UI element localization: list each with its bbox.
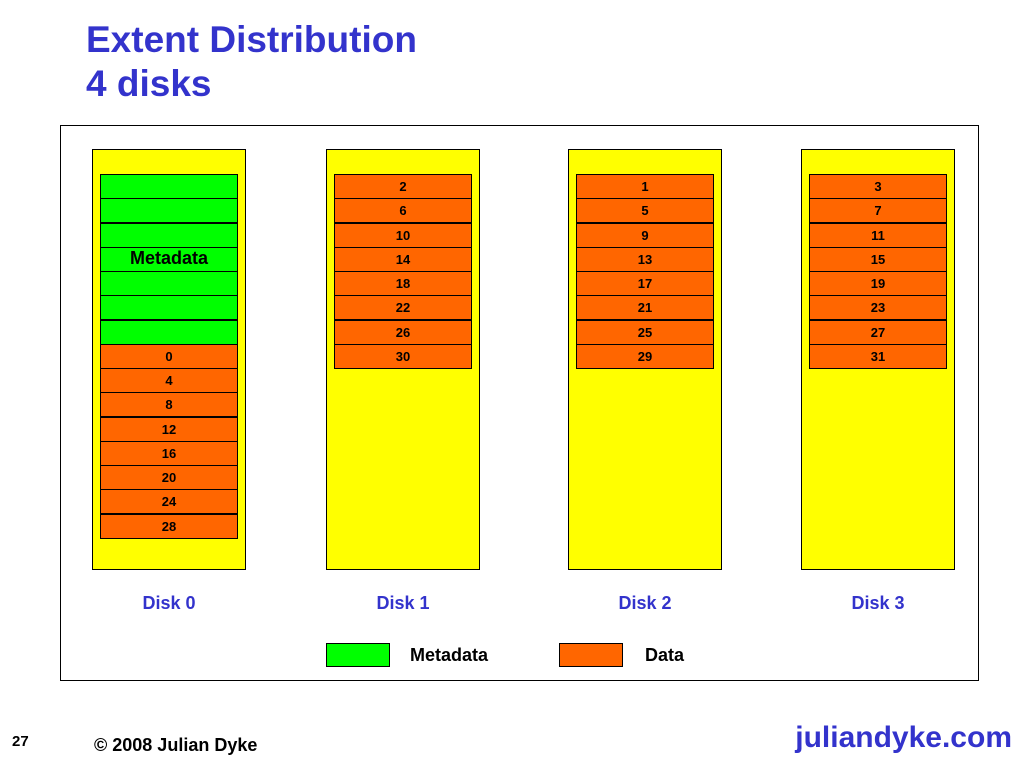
data-extent: 15 [809,246,947,272]
data-extent: 31 [809,343,947,369]
legend-metadata-label: Metadata [410,645,489,665]
data-extent: 19 [809,271,947,296]
data-extent: 11 [809,222,947,248]
data-extent: 27 [809,319,947,345]
data-extent: 21 [576,295,714,321]
data-extent: 30 [334,343,472,369]
data-extent: 7 [809,198,947,224]
data-extent: 6 [334,198,472,224]
copyright: © 2008 Julian Dyke [94,735,258,755]
metadata-extent [100,271,238,296]
data-extent: 13 [576,246,714,272]
data-extent: 18 [334,271,472,296]
metadata-extent [100,174,238,199]
data-extent: 29 [576,343,714,369]
title-line-2: 4 disks [86,63,212,104]
data-extent: 4 [100,368,238,393]
data-extent: 16 [100,440,238,466]
slide-title: Extent Distribution 4 disks [86,18,417,106]
disk-2-label: Disk 2 [618,593,672,613]
legend-metadata-swatch [326,643,390,667]
diagram-frame [60,125,979,681]
data-extent: 17 [576,271,714,296]
data-extent: 26 [334,319,472,345]
disk-3: 3 7 11 15 19 23 27 31 [801,149,955,570]
metadata-extent [100,295,238,321]
data-extent: 28 [100,513,238,539]
data-extent: 20 [100,465,238,490]
data-extent: 5 [576,198,714,224]
title-line-1: Extent Distribution [86,19,417,60]
metadata-extent [100,198,238,224]
data-extent: 24 [100,489,238,515]
data-extent: 10 [334,222,472,248]
page-number: 27 [12,733,29,750]
data-extent: 25 [576,319,714,345]
data-extent: 1 [576,174,714,199]
data-extent: 3 [809,174,947,199]
data-extent: 0 [100,343,238,369]
data-extent: 12 [100,416,238,442]
disk-0: Metadata 0 4 8 12 16 20 24 28 [92,149,246,570]
legend-data-label: Data [645,645,685,665]
data-extent: 14 [334,246,472,272]
disk-3-label: Disk 3 [851,593,905,613]
site-link[interactable]: juliandyke.com [795,721,1012,754]
disk-0-label: Disk 0 [142,593,196,613]
data-extent: 2 [334,174,472,199]
disk-1-label: Disk 1 [376,593,430,613]
data-extent: 23 [809,295,947,321]
metadata-label: Metadata [129,247,209,268]
disk-2: 1 5 9 13 17 21 25 29 [568,149,722,570]
data-extent: 22 [334,295,472,321]
legend-data-swatch [559,643,623,667]
data-extent: 8 [100,392,238,418]
metadata-extent [100,222,238,248]
metadata-extent [100,319,238,345]
data-extent: 9 [576,222,714,248]
disk-1: 2 6 10 14 18 22 26 30 [326,149,480,570]
